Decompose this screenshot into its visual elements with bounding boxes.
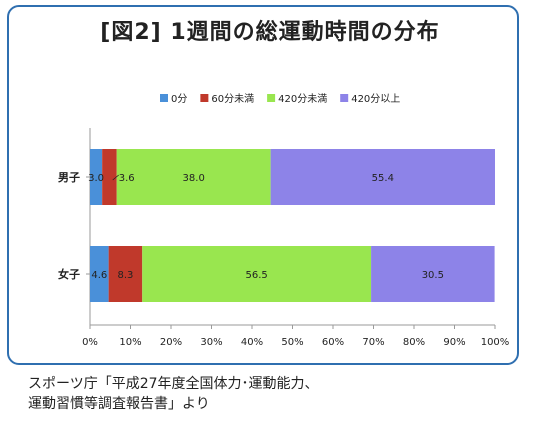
category-label: 女子: [58, 267, 80, 281]
category-label: 男子: [58, 171, 80, 184]
x-tick-label: 100%: [481, 337, 510, 348]
x-tick-label: 20%: [160, 337, 182, 348]
legend-swatch: [340, 94, 349, 102]
x-tick-label: 80%: [403, 337, 425, 348]
x-tick-label: 60%: [322, 337, 344, 348]
legend-swatch: [200, 94, 209, 102]
data-label: 3.6: [119, 173, 135, 184]
data-label: 30.5: [422, 270, 444, 281]
legend-swatch: [267, 94, 276, 102]
legend-label: 420分以上: [351, 93, 400, 105]
data-label: 38.0: [183, 173, 205, 184]
x-tick-label: 30%: [200, 337, 222, 348]
bar-segment: [116, 149, 271, 205]
bar-segment: [102, 149, 117, 205]
x-tick-label: 0%: [82, 337, 98, 348]
source-line-1: スポーツ庁「平成27年度全国体力･運動能力、: [28, 376, 319, 392]
data-label: 3.0: [88, 173, 104, 184]
x-tick-label: 40%: [241, 337, 263, 348]
x-tick-label: 90%: [443, 337, 465, 348]
leader-line: [112, 174, 119, 181]
bar-segment: [371, 246, 495, 302]
data-label: 8.3: [117, 270, 133, 281]
legend-label: 60分未満: [211, 93, 254, 105]
bar-segment: [90, 246, 109, 302]
data-label: 55.4: [372, 173, 394, 184]
bar-segment: [108, 246, 143, 302]
source-note: スポーツ庁「平成27年度全国体力･運動能力、 運動習慣等調査報告書」より: [28, 374, 319, 414]
data-label: 4.6: [91, 270, 107, 281]
chart-title: [図2] 1週間の総運動時間の分布: [100, 20, 440, 45]
bar-segment: [90, 149, 103, 205]
source-line-2: 運動習慣等調査報告書」より: [28, 396, 210, 412]
legend-label: 0分: [171, 93, 187, 105]
data-label: 56.5: [246, 270, 268, 281]
x-tick-label: 10%: [119, 337, 141, 348]
bar-segment: [142, 246, 372, 302]
x-tick-label: 70%: [362, 337, 384, 348]
legend-label: 420分未満: [278, 93, 327, 105]
legend-swatch: [160, 94, 168, 102]
bar-segment: [270, 149, 495, 205]
x-tick-label: 50%: [281, 337, 303, 348]
